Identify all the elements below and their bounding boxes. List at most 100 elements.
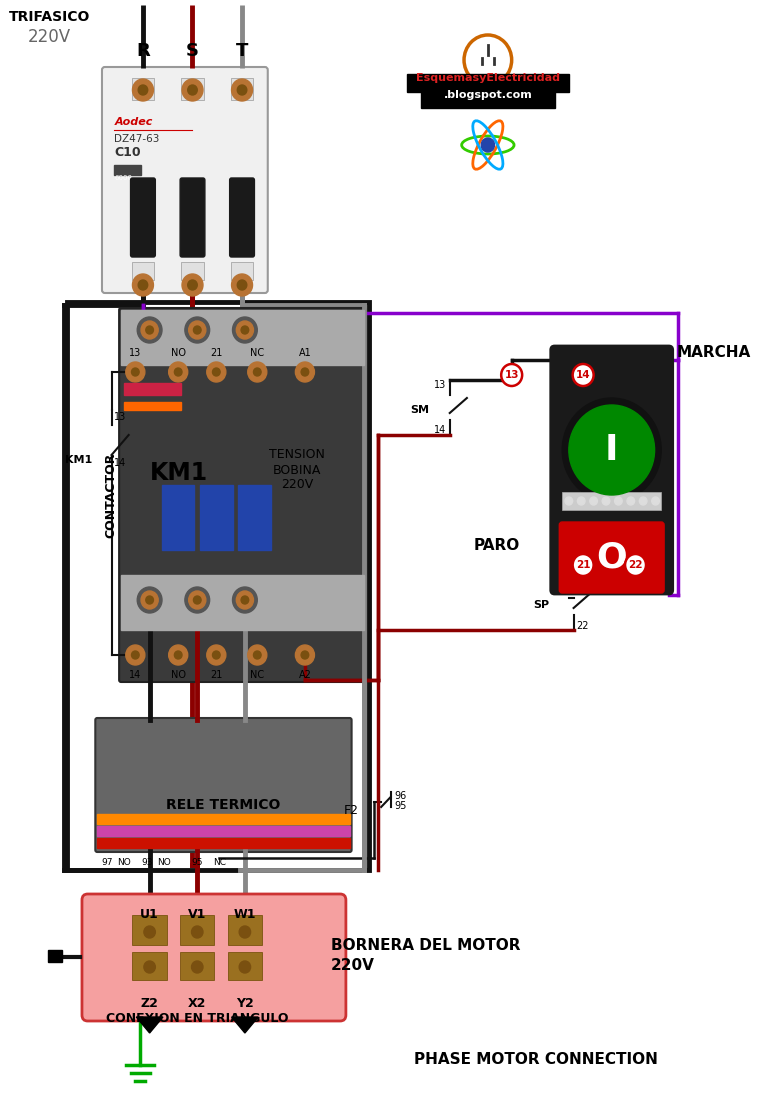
Circle shape xyxy=(236,591,254,609)
Bar xyxy=(230,262,254,279)
Circle shape xyxy=(233,587,258,613)
Circle shape xyxy=(194,596,201,604)
Text: TENSION
BOBINA
220V: TENSION BOBINA 220V xyxy=(269,448,325,491)
FancyBboxPatch shape xyxy=(180,179,205,257)
Circle shape xyxy=(568,405,654,495)
Bar xyxy=(97,838,350,848)
Circle shape xyxy=(146,596,154,604)
Text: TRIFASICO: TRIFASICO xyxy=(9,10,90,24)
Circle shape xyxy=(141,591,158,609)
Bar xyxy=(421,92,555,108)
Text: 21: 21 xyxy=(577,577,589,587)
Bar xyxy=(114,165,141,175)
FancyBboxPatch shape xyxy=(95,718,352,852)
Text: NC: NC xyxy=(250,670,264,680)
Circle shape xyxy=(138,317,162,343)
Bar xyxy=(200,485,233,550)
Circle shape xyxy=(625,554,646,576)
Bar xyxy=(131,262,154,279)
Text: RELE TERMICO: RELE TERMICO xyxy=(166,798,280,812)
Bar xyxy=(162,485,195,550)
Circle shape xyxy=(174,368,182,376)
Bar xyxy=(181,78,204,100)
Text: X2: X2 xyxy=(188,997,207,1010)
Text: NO: NO xyxy=(171,348,185,358)
Text: KM1: KM1 xyxy=(150,461,207,485)
Bar xyxy=(121,574,364,630)
Polygon shape xyxy=(232,1017,258,1032)
Circle shape xyxy=(194,326,201,334)
Text: .blogspot.com: .blogspot.com xyxy=(444,90,532,100)
Circle shape xyxy=(182,274,203,296)
Text: O: O xyxy=(597,541,627,574)
Circle shape xyxy=(207,362,226,381)
Text: 14: 14 xyxy=(114,458,127,468)
Text: 95: 95 xyxy=(192,858,203,867)
Bar xyxy=(124,401,181,410)
Circle shape xyxy=(185,587,210,613)
Bar xyxy=(180,915,214,945)
Circle shape xyxy=(590,497,597,505)
Circle shape xyxy=(652,497,660,505)
Circle shape xyxy=(254,651,261,659)
Circle shape xyxy=(236,321,254,339)
Bar xyxy=(228,952,262,980)
Text: A2: A2 xyxy=(299,670,312,680)
Bar xyxy=(181,262,204,279)
Text: 14: 14 xyxy=(129,670,141,680)
Circle shape xyxy=(241,326,249,334)
Text: SM: SM xyxy=(410,405,429,415)
Circle shape xyxy=(232,274,252,296)
Bar xyxy=(228,915,262,945)
Circle shape xyxy=(207,645,226,665)
Text: NO: NO xyxy=(157,858,171,867)
Text: CONTACTOR: CONTACTOR xyxy=(104,452,117,538)
Circle shape xyxy=(301,651,309,659)
Circle shape xyxy=(232,79,252,101)
Text: W1: W1 xyxy=(233,908,256,920)
Text: NO: NO xyxy=(117,858,131,867)
Circle shape xyxy=(169,645,188,665)
Text: 21: 21 xyxy=(210,670,223,680)
Circle shape xyxy=(174,651,182,659)
Text: NO: NO xyxy=(171,670,185,680)
Circle shape xyxy=(248,362,267,381)
Circle shape xyxy=(138,279,147,289)
Text: S: S xyxy=(186,42,199,60)
Text: C10: C10 xyxy=(114,146,141,159)
Text: 13: 13 xyxy=(114,413,127,423)
Bar xyxy=(230,78,254,100)
Bar xyxy=(124,383,181,395)
Circle shape xyxy=(627,497,635,505)
Circle shape xyxy=(501,364,522,386)
Bar xyxy=(132,915,166,945)
Bar xyxy=(121,311,364,365)
Text: 14: 14 xyxy=(434,425,446,435)
Circle shape xyxy=(169,362,188,381)
Circle shape xyxy=(131,368,139,376)
Circle shape xyxy=(254,368,261,376)
FancyBboxPatch shape xyxy=(559,522,664,593)
Circle shape xyxy=(296,645,315,665)
Circle shape xyxy=(565,497,572,505)
FancyBboxPatch shape xyxy=(230,179,255,257)
Circle shape xyxy=(192,962,203,973)
Text: 21: 21 xyxy=(210,348,223,358)
Circle shape xyxy=(237,85,247,95)
FancyBboxPatch shape xyxy=(551,346,673,594)
Bar xyxy=(562,492,661,510)
Text: PHASE MOTOR CONNECTION: PHASE MOTOR CONNECTION xyxy=(413,1052,657,1068)
Text: NC: NC xyxy=(213,858,226,867)
Text: 93: 93 xyxy=(141,858,153,867)
Text: KM1: KM1 xyxy=(65,455,93,465)
Text: Aodec: Aodec xyxy=(114,118,153,128)
Text: 13: 13 xyxy=(434,380,446,390)
Text: R: R xyxy=(136,42,150,60)
Text: 220V: 220V xyxy=(331,957,375,973)
Text: 21: 21 xyxy=(576,560,591,570)
Circle shape xyxy=(188,85,198,95)
Circle shape xyxy=(192,926,203,938)
Text: NC: NC xyxy=(250,348,264,358)
Text: 220V: 220V xyxy=(28,28,71,45)
Text: 96: 96 xyxy=(394,791,407,801)
